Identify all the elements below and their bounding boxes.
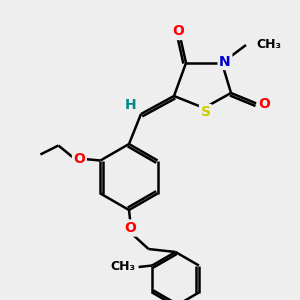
Text: O: O [172,25,184,38]
Text: CH₃: CH₃ [111,260,136,274]
Text: CH₃: CH₃ [256,38,281,52]
Text: O: O [74,152,86,166]
Text: O: O [124,221,136,235]
Text: S: S [200,106,211,119]
Text: O: O [258,97,270,110]
Text: N: N [219,55,231,68]
Text: H: H [125,98,136,112]
